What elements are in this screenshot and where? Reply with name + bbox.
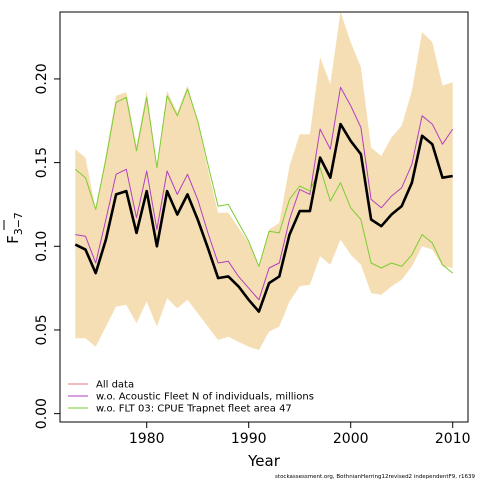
series-line-1 xyxy=(75,86,454,301)
y-tick-label: 0.05 xyxy=(34,314,50,345)
confidence-band xyxy=(75,12,453,350)
legend-label: w.o. FLT 03: CPUE Trapnet fleet area 47 xyxy=(96,404,292,415)
x-tick-label: 2010 xyxy=(435,431,471,447)
y-axis: 0.00 0.05 0.10 0.15 0.20 xyxy=(34,63,60,429)
series-line-2 xyxy=(74,88,454,274)
y-tick-label: 0.00 xyxy=(34,398,50,429)
credit-text: stockassessment.org, BothnianHerring12re… xyxy=(275,474,475,480)
series-line-0 xyxy=(74,122,453,313)
legend-label: All data xyxy=(96,380,134,391)
x-axis: 1980 1990 2000 2010 xyxy=(129,422,471,447)
svg-text:F3−7: F3−7 xyxy=(4,212,25,244)
y-tick-label: 0.10 xyxy=(34,231,50,262)
x-tick-label: 2000 xyxy=(333,431,369,447)
confidence-band-layer xyxy=(75,12,453,350)
x-tick-label: 1980 xyxy=(129,431,165,447)
x-axis-title: Year xyxy=(247,452,281,470)
legend-label: w.o. Acoustic Fleet N of individuals, mi… xyxy=(96,392,314,403)
plot-frame xyxy=(59,11,469,423)
y-axis-title-main: F xyxy=(4,235,22,244)
y-axis-title-sub: 3−7 xyxy=(12,212,25,235)
series-layer xyxy=(74,86,454,313)
x-tick-label: 1990 xyxy=(231,431,267,447)
y-tick-label: 0.15 xyxy=(34,147,50,178)
y-tick-label: 0.20 xyxy=(34,63,50,94)
y-axis-title: F3−7 xyxy=(3,212,25,244)
